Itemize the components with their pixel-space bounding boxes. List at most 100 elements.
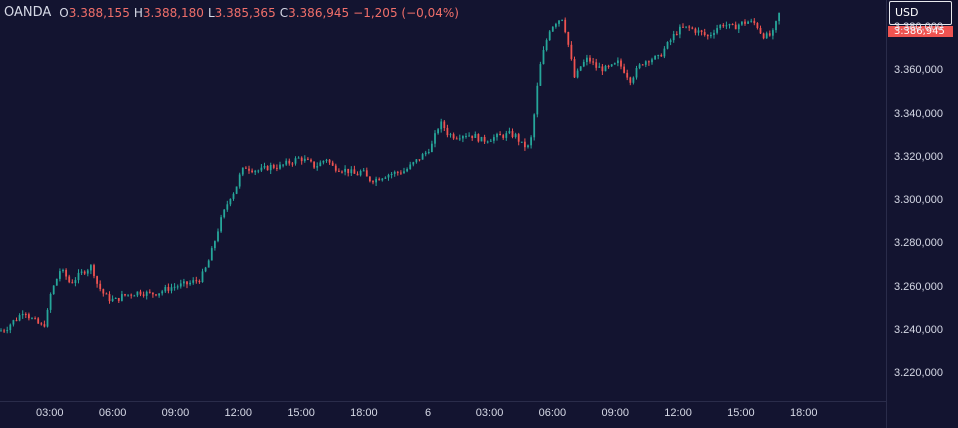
candle-body <box>728 24 731 26</box>
candle-body <box>623 66 625 73</box>
candle-body <box>561 19 563 21</box>
candle-body <box>34 318 36 320</box>
candle-body <box>663 48 666 57</box>
candle-body <box>68 276 71 283</box>
candle-body <box>105 293 108 295</box>
candle-body <box>186 281 188 285</box>
candle-body <box>55 278 58 286</box>
candle-body <box>220 217 222 232</box>
candle-body <box>86 270 89 274</box>
candle-body <box>465 136 467 137</box>
candle-body <box>251 170 253 173</box>
candle-body <box>458 138 461 140</box>
candle-body <box>108 294 111 302</box>
candle-body <box>756 23 759 28</box>
candle-body <box>303 158 306 162</box>
candle-body <box>579 66 582 71</box>
candle-body <box>517 134 520 142</box>
candle-body <box>74 280 77 283</box>
candle-body <box>353 169 356 174</box>
candle-body <box>493 137 495 141</box>
candle-body <box>111 298 114 302</box>
price-tick-label: 3.320,000 <box>894 150 943 163</box>
candle-body <box>158 293 160 296</box>
price-tick-label: 3.380,000 <box>894 21 943 34</box>
candle-body <box>486 141 489 143</box>
candle-body <box>65 269 67 277</box>
candle-body <box>176 286 179 288</box>
candle-body <box>263 166 266 168</box>
candle-body <box>762 33 765 39</box>
candle-body <box>0 330 2 332</box>
candle-body <box>455 138 458 140</box>
time-tick-label: 12:00 <box>224 407 253 419</box>
candle-body <box>148 291 151 293</box>
price-tick-label: 3.360,000 <box>894 64 943 77</box>
candle-body <box>24 314 27 315</box>
candle-body <box>651 59 653 63</box>
candle-body <box>285 160 288 165</box>
candle-body <box>617 60 619 63</box>
candle-body <box>161 291 164 294</box>
candle-body <box>49 294 52 310</box>
time-tick-label: 15:00 <box>287 407 315 419</box>
candle-body <box>217 231 219 242</box>
candle-body <box>539 64 542 86</box>
candle-body <box>765 33 768 39</box>
candle-body <box>77 272 80 281</box>
candle-body <box>229 198 232 205</box>
candle-body <box>564 19 567 33</box>
candle-body <box>452 134 455 139</box>
candle-body <box>390 174 393 175</box>
candle-body <box>90 265 92 271</box>
candle-body <box>279 164 281 169</box>
time-tick-label: 03:00 <box>36 407 64 419</box>
candle-body <box>409 164 412 169</box>
candle-body <box>694 28 697 33</box>
currency-selector[interactable]: USD <box>889 1 952 25</box>
candle-body <box>288 160 291 164</box>
candle-body <box>170 287 173 291</box>
candle-body <box>731 24 734 25</box>
candle-body <box>21 314 24 316</box>
candle-body <box>282 164 284 166</box>
candle-body <box>613 63 616 65</box>
candle-body <box>167 287 170 291</box>
candle-body <box>778 12 780 22</box>
open-key: O <box>59 6 69 20</box>
candle-body <box>703 32 706 35</box>
candle-body <box>691 27 694 29</box>
time-tick-label: 6 <box>424 407 432 419</box>
candle-body <box>632 77 635 83</box>
candle-body <box>471 135 474 138</box>
candle-body <box>164 287 167 292</box>
candle-body <box>604 65 607 72</box>
time-tick-label: 18:00 <box>789 407 818 419</box>
candle-body <box>524 141 526 148</box>
candle-body <box>307 158 309 160</box>
candle-body <box>582 62 585 67</box>
candle-body <box>238 174 241 187</box>
candle-body <box>15 320 18 322</box>
candle-body <box>347 168 350 174</box>
candle-body <box>682 26 684 28</box>
candle-body <box>480 137 483 142</box>
candle-body <box>737 24 740 30</box>
candle-body <box>155 294 157 296</box>
candle-body <box>598 66 601 68</box>
candle-body <box>387 174 390 178</box>
candle-body <box>558 20 560 24</box>
candle-body <box>133 295 136 297</box>
candle-body <box>46 309 49 327</box>
candle-body <box>319 162 322 167</box>
symbol-label[interactable]: OANDA <box>4 5 52 20</box>
candle-body <box>607 65 610 67</box>
candle-body <box>672 34 675 41</box>
candle-body <box>595 62 598 68</box>
close-key: C <box>279 6 289 20</box>
candle-body <box>688 26 691 28</box>
candle-body <box>322 160 325 163</box>
change-value: −1,205 (−0,04%) <box>353 6 459 20</box>
